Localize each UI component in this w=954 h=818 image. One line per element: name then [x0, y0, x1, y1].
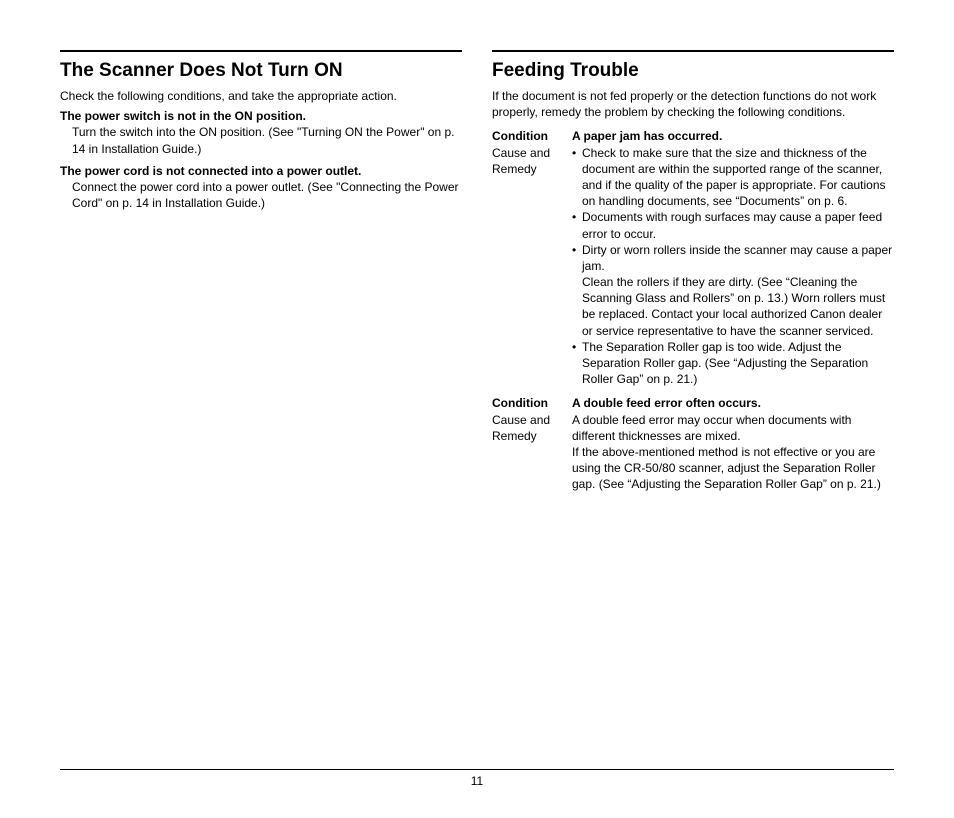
condition-row: Condition Cause and Remedy A paper jam h… [492, 128, 894, 387]
section-title-feeding: Feeding Trouble [492, 60, 894, 82]
item-body: Turn the switch into the ON position. (S… [60, 124, 462, 156]
label-condition: Condition [492, 129, 548, 143]
intro-text: Check the following conditions, and take… [60, 88, 462, 104]
condition-label: Condition Cause and Remedy [492, 395, 572, 492]
item-heading: The power cord is not connected into a p… [60, 163, 462, 179]
intro-text: If the document is not fed properly or t… [492, 88, 894, 120]
item-heading: The power switch is not in the ON positi… [60, 108, 462, 124]
label-cause: Cause and Remedy [492, 146, 550, 176]
bullet-item: Check to make sure that the size and thi… [572, 145, 894, 210]
condition-body: A double feed error may occur when docum… [572, 412, 894, 493]
page-number: 11 [471, 774, 483, 788]
left-column: The Scanner Does Not Turn ON Check the f… [60, 50, 462, 501]
page-footer: 11 [60, 769, 894, 788]
rule [492, 50, 894, 52]
right-column: Feeding Trouble If the document is not f… [492, 50, 894, 501]
item-body: Connect the power cord into a power outl… [60, 179, 462, 211]
condition-content: A double feed error often occurs. A doub… [572, 395, 894, 492]
section-title-scanner: The Scanner Does Not Turn ON [60, 60, 462, 82]
condition-title: A paper jam has occurred. [572, 128, 894, 144]
condition-label: Condition Cause and Remedy [492, 128, 572, 387]
label-condition: Condition [492, 396, 548, 410]
condition-row: Condition Cause and Remedy A double feed… [492, 395, 894, 492]
label-cause: Cause and Remedy [492, 413, 550, 443]
bullet-item: The Separation Roller gap is too wide. A… [572, 339, 894, 388]
page-content: The Scanner Does Not Turn ON Check the f… [0, 0, 954, 501]
condition-table: Condition Cause and Remedy A paper jam h… [492, 128, 894, 492]
condition-title: A double feed error often occurs. [572, 395, 894, 411]
bullet-item: Documents with rough surfaces may cause … [572, 209, 894, 241]
rule [60, 50, 462, 52]
bullet-item: Dirty or worn rollers inside the scanner… [572, 242, 894, 339]
condition-content: A paper jam has occurred. Check to make … [572, 128, 894, 387]
bullet-list: Check to make sure that the size and thi… [572, 145, 894, 388]
